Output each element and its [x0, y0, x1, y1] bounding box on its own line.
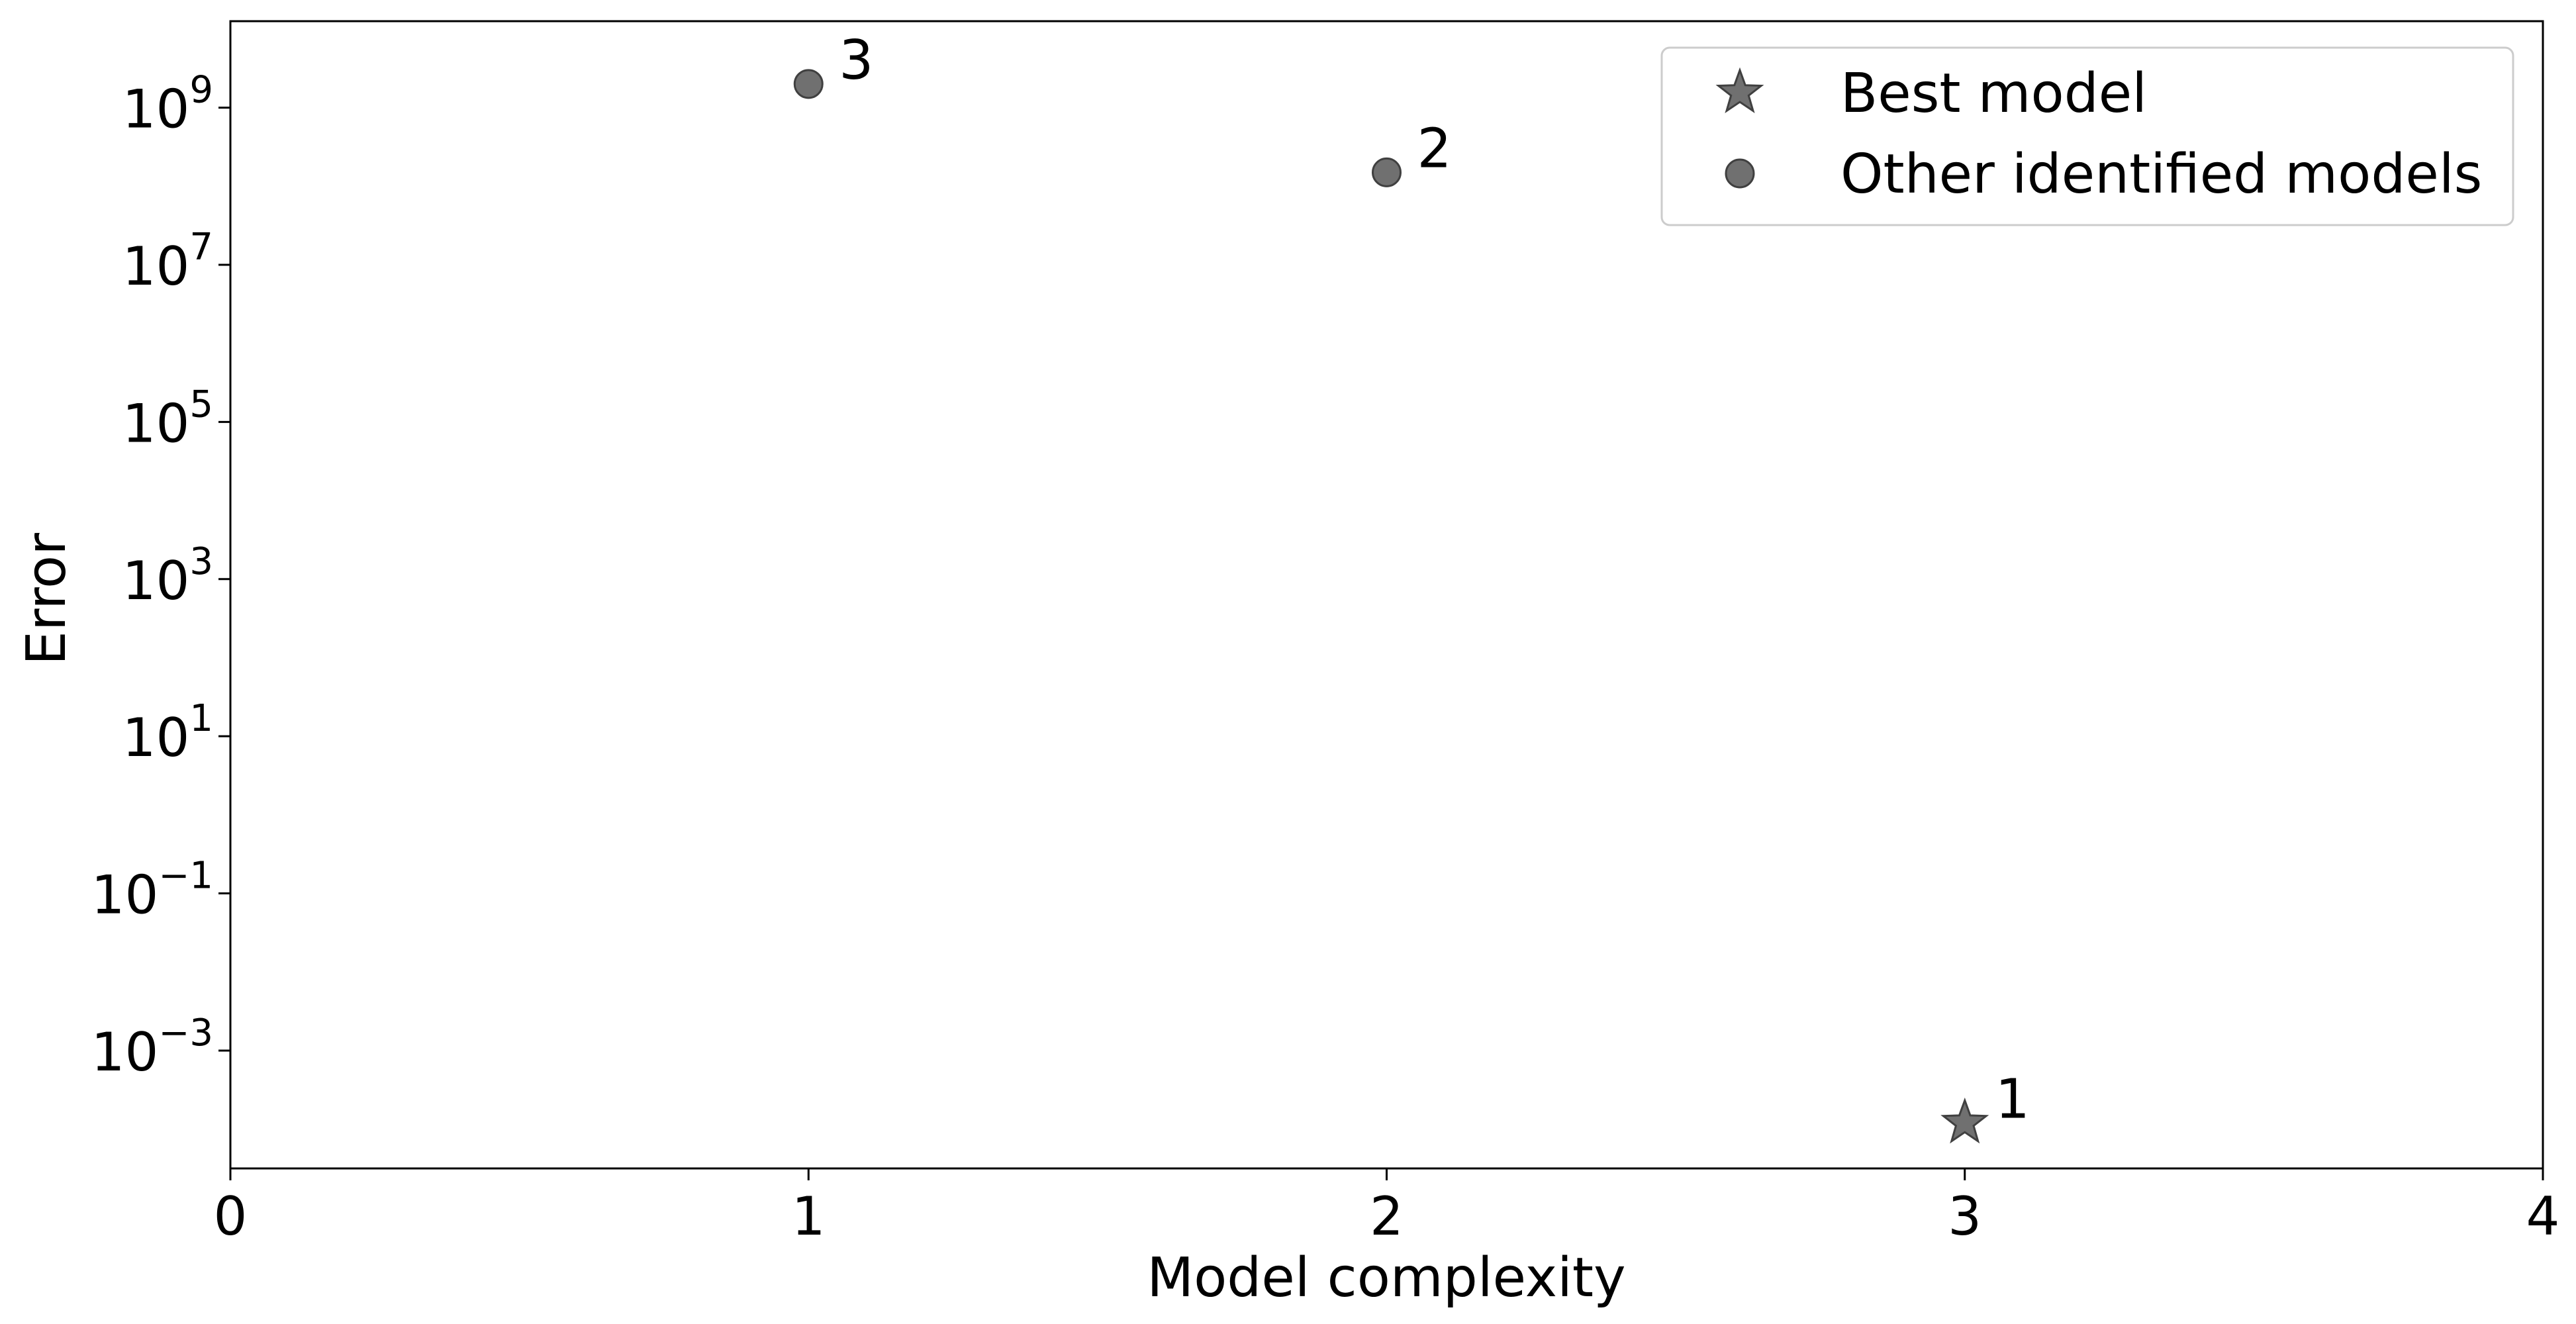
y-tick-label: 10−3: [91, 1012, 213, 1083]
legend-items: Best model Other identified models: [1715, 62, 2482, 206]
y-tick-base: 10: [122, 79, 190, 140]
x-tick-label: 4: [2526, 1186, 2560, 1247]
legend-label: Best model: [1840, 62, 2147, 125]
legend-marker: [1715, 67, 1764, 114]
y-tick-exponent: 1: [189, 697, 213, 740]
y-tick-base: 10: [122, 236, 190, 297]
data-point-circle: [1372, 157, 1402, 187]
y-tick-exponent: 5: [189, 383, 213, 426]
y-tick-exponent: −1: [158, 855, 213, 898]
data-point-star: [1940, 1097, 1989, 1144]
y-tick-label: 105: [122, 383, 213, 454]
y-tick-base: 10: [122, 393, 190, 454]
y-tick-label: 10−1: [91, 855, 213, 926]
data-label: 2: [1417, 117, 1452, 180]
y-tick-base: 10: [122, 550, 190, 612]
x-axis-ticks: 0 1 2 3 4: [214, 1168, 2560, 1247]
data-point-circle: [793, 69, 824, 99]
legend-box: [1660, 46, 2514, 226]
x-axis-label: Model complexity: [1147, 1247, 1625, 1309]
data-label: 3: [839, 29, 873, 92]
x-tick-label: 1: [792, 1186, 826, 1247]
legend-label: Other identified models: [1840, 143, 2482, 206]
y-tick-label: 109: [122, 69, 213, 140]
y-tick-exponent: −3: [158, 1012, 213, 1055]
legend-marker: [1725, 158, 1755, 189]
legend: Best model Other identified models: [1660, 46, 2514, 226]
y-tick-exponent: 9: [189, 69, 213, 112]
y-tick-label: 107: [122, 226, 213, 297]
y-tick-base: 10: [91, 865, 159, 926]
y-tick-label: 101: [122, 697, 213, 769]
y-tick-base: 10: [122, 707, 190, 769]
y-tick-exponent: 7: [189, 226, 213, 269]
data-points: 1 2 3: [793, 29, 2030, 1144]
x-tick-label: 2: [1370, 1186, 1404, 1247]
y-tick-label: 103: [122, 540, 213, 612]
x-tick-label: 3: [1948, 1186, 1981, 1247]
y-tick-exponent: 3: [189, 540, 213, 583]
y-axis-label: Error: [15, 533, 78, 665]
x-tick-label: 0: [214, 1186, 248, 1247]
data-label: 1: [1995, 1068, 2030, 1131]
y-tick-base: 10: [91, 1021, 159, 1083]
